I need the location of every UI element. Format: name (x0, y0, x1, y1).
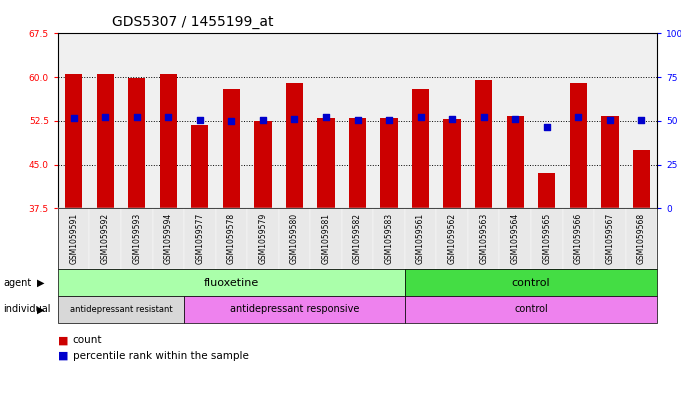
Text: GSM1059561: GSM1059561 (416, 213, 425, 264)
Text: GSM1059564: GSM1059564 (511, 213, 520, 264)
Text: GSM1059594: GSM1059594 (163, 213, 173, 264)
Bar (633, 150, 650, 208)
Point (541, 123, 552, 130)
Text: GSM1059583: GSM1059583 (385, 213, 394, 264)
Text: GSM1059580: GSM1059580 (290, 213, 299, 264)
Text: GSM1059591: GSM1059591 (69, 213, 78, 264)
Point (478, 114, 489, 120)
Text: fluoxetine: fluoxetine (204, 277, 259, 288)
Text: GSM1059579: GSM1059579 (258, 213, 268, 264)
Bar (381, 118, 398, 208)
Bar (569, 83, 587, 208)
Bar (538, 173, 556, 208)
Text: GSM1059582: GSM1059582 (353, 213, 362, 264)
Text: GSM1059578: GSM1059578 (227, 213, 236, 264)
Text: GSM1059567: GSM1059567 (605, 213, 614, 264)
Bar (65, 74, 82, 208)
Text: GSM1059563: GSM1059563 (479, 213, 488, 264)
Bar (475, 80, 492, 208)
Text: ■: ■ (58, 351, 68, 361)
Bar (317, 118, 334, 208)
Bar (601, 116, 618, 208)
Point (68, 115, 79, 121)
Point (257, 117, 268, 123)
Point (415, 114, 426, 120)
Point (194, 117, 205, 123)
Bar (254, 121, 272, 208)
Bar (349, 118, 366, 208)
Bar (191, 125, 208, 208)
Point (321, 114, 332, 121)
Point (383, 117, 394, 123)
Text: individual: individual (3, 304, 51, 314)
Text: ▶: ▶ (37, 277, 45, 288)
Point (131, 114, 142, 121)
Text: control: control (514, 304, 548, 314)
Point (636, 117, 647, 123)
Text: GSM1059568: GSM1059568 (637, 213, 646, 264)
Bar (159, 73, 177, 208)
Point (573, 114, 584, 121)
Point (447, 116, 458, 122)
Text: GSM1059593: GSM1059593 (132, 213, 141, 264)
Bar (507, 116, 524, 208)
Point (289, 116, 300, 122)
Text: GSM1059566: GSM1059566 (574, 213, 583, 264)
Text: GSM1059562: GSM1059562 (447, 213, 457, 264)
Point (352, 117, 363, 123)
Text: control: control (511, 277, 550, 288)
Bar (97, 74, 114, 208)
Point (99, 114, 110, 120)
Text: ■: ■ (58, 335, 68, 345)
Text: GSM1059592: GSM1059592 (101, 213, 110, 264)
Point (226, 118, 237, 124)
Bar (286, 83, 303, 208)
Bar (443, 119, 461, 208)
Text: antidepressant resistant: antidepressant resistant (69, 305, 172, 314)
Point (605, 117, 616, 123)
Point (163, 114, 174, 120)
Text: percentile rank within the sample: percentile rank within the sample (73, 351, 249, 361)
Text: GSM1059581: GSM1059581 (321, 213, 330, 264)
Point (510, 116, 521, 122)
Text: GSM1059577: GSM1059577 (195, 213, 204, 264)
Text: ▶: ▶ (37, 304, 45, 314)
Text: GSM1059565: GSM1059565 (542, 213, 552, 264)
Text: antidepressant responsive: antidepressant responsive (229, 304, 359, 314)
Bar (412, 89, 429, 208)
Bar (128, 78, 146, 208)
Text: count: count (73, 335, 102, 345)
Bar (223, 89, 240, 208)
Text: agent: agent (3, 277, 31, 288)
Text: GDS5307 / 1455199_at: GDS5307 / 1455199_at (112, 15, 274, 29)
